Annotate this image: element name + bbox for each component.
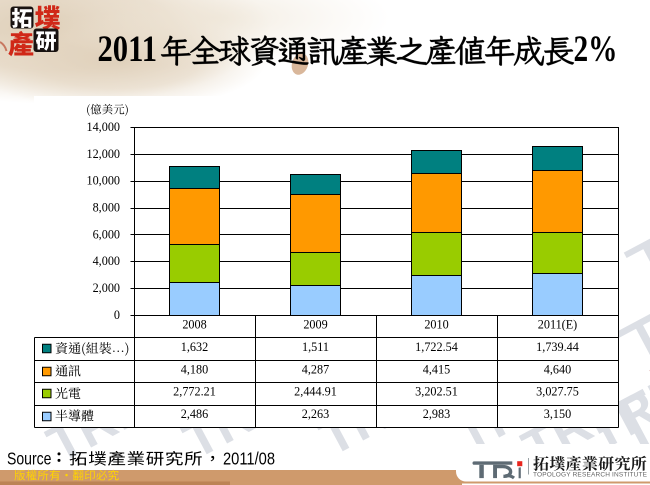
svg-text:1,632: 1,632 (181, 340, 208, 354)
svg-text:6,000: 6,000 (93, 227, 120, 241)
svg-text:2011/08: 2011/08 (223, 448, 275, 468)
svg-text:2,983: 2,983 (423, 407, 450, 421)
svg-text:1,739.44: 1,739.44 (536, 340, 579, 354)
svg-text:3,027.75: 3,027.75 (536, 385, 579, 399)
svg-text:4,000: 4,000 (93, 254, 120, 268)
svg-text:2011: 2011 (98, 29, 158, 70)
svg-text:2,772.21: 2,772.21 (173, 385, 216, 399)
svg-text:0: 0 (114, 308, 120, 322)
svg-text:2,263: 2,263 (302, 407, 329, 421)
svg-text:2010: 2010 (424, 318, 448, 332)
svg-text:2%: 2% (574, 29, 618, 70)
svg-text:2008: 2008 (182, 318, 206, 332)
svg-text:TOPOLOGY RESEARCH INSTITUTE: TOPOLOGY RESEARCH INSTITUTE (533, 472, 648, 479)
svg-text:2,000: 2,000 (93, 281, 120, 295)
svg-text:14,000: 14,000 (86, 120, 120, 134)
svg-text:1,511: 1,511 (302, 340, 329, 354)
svg-text:2011(E): 2011(E) (538, 318, 577, 332)
svg-text:3,150: 3,150 (544, 407, 571, 421)
svg-text:4,640: 4,640 (544, 362, 571, 376)
svg-text:Source: Source (7, 448, 52, 468)
svg-text:12,000: 12,000 (86, 147, 120, 161)
svg-text:1,722.54: 1,722.54 (415, 340, 458, 354)
svg-text:4,287: 4,287 (302, 362, 329, 376)
svg-text:4,415: 4,415 (423, 362, 450, 376)
svg-text:8,000: 8,000 (93, 201, 120, 215)
svg-text:10,000: 10,000 (86, 174, 120, 188)
svg-text:2009: 2009 (303, 318, 327, 332)
svg-text:2,486: 2,486 (181, 407, 208, 421)
svg-text:4,180: 4,180 (181, 362, 208, 376)
svg-text:2,444.91: 2,444.91 (294, 385, 337, 399)
svg-text:3,202.51: 3,202.51 (415, 385, 458, 399)
svg-text:TRI: TRI (614, 178, 650, 317)
